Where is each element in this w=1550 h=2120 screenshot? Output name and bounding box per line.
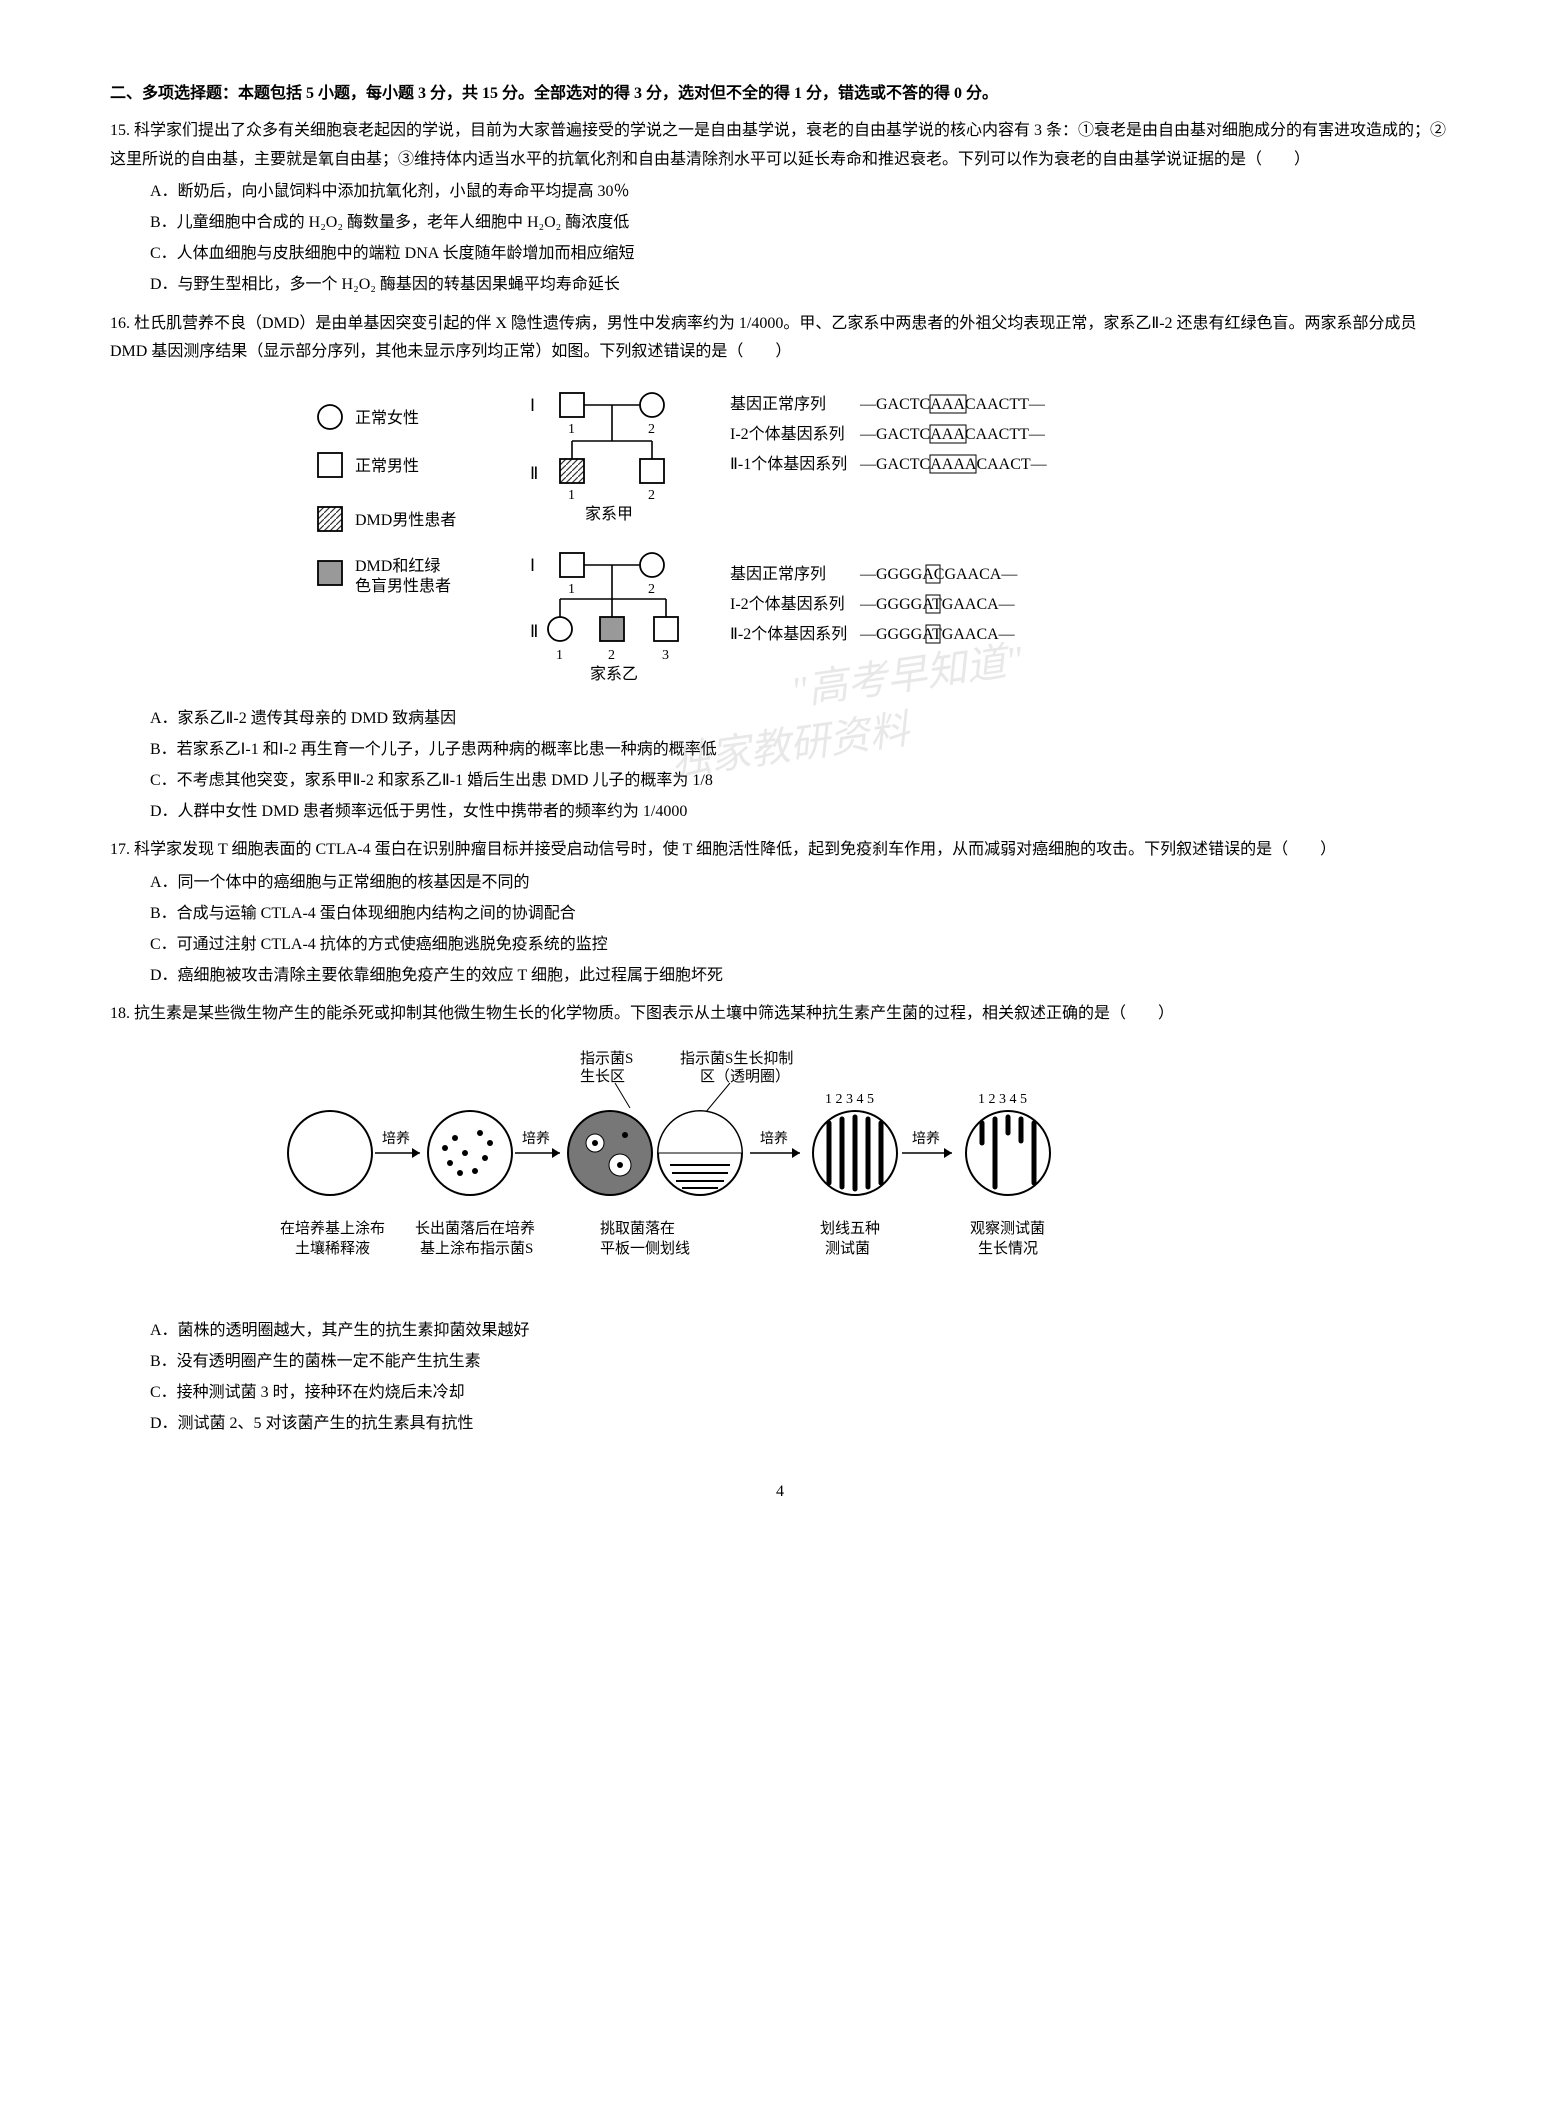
q16-figure: 正常女性 正常男性 DMD男性患者 DMD和红绿 色盲男性患者 Ⅰ 1 2 xyxy=(110,381,1450,691)
seq-b-ii2: —GGGGATGAACA— xyxy=(859,626,1016,643)
svg-text:1: 1 xyxy=(568,422,575,437)
svg-text:1: 1 xyxy=(556,648,563,663)
pedigree-svg: 正常女性 正常男性 DMD男性患者 DMD和红绿 色盲男性患者 Ⅰ 1 2 xyxy=(270,381,1290,691)
seq-a-i2-label: I-2个体基因系列 xyxy=(730,425,845,443)
q15-option-d: D．与野生型相比，多一个 H₂O₂ 酶基因的转基因果蝇平均寿命延长 xyxy=(110,271,1450,300)
top-label-1b: 生长区 xyxy=(580,1068,625,1085)
question-17: 17. 科学家发现 T 细胞表面的 CTLA-4 蛋白在识别肿瘤目标并接受启动信… xyxy=(110,836,1450,990)
q18-option-d: D．测试菌 2、5 对该菌产生的抗生素具有抗性 xyxy=(110,1410,1450,1439)
seq-b-normal: —GGGGACGAACA— xyxy=(859,566,1018,583)
q17-stem: 17. 科学家发现 T 细胞表面的 CTLA-4 蛋白在识别肿瘤目标并接受启动信… xyxy=(110,836,1450,865)
q16-option-d: D．人群中女性 DMD 患者频率远低于男性，女性中携带者的频率约为 1/4000 xyxy=(110,798,1450,827)
q17-option-b: B．合成与运输 CTLA-4 蛋白体现细胞内结构之间的协调配合 xyxy=(110,900,1450,929)
q15-option-b: B．儿童细胞中合成的 H₂O₂ 酶数量多，老年人细胞中 H₂O₂ 酶浓度低 xyxy=(110,209,1450,238)
question-16: 16. 杜氏肌营养不良（DMD）是由单基因突变引起的伴 X 隐性遗传病，男性中发… xyxy=(110,310,1450,827)
q18-option-c: C．接种测试菌 3 时，接种环在灼烧后未冷却 xyxy=(110,1379,1450,1408)
seq-a-i2: —GACTCAAACAACTT— xyxy=(859,426,1046,443)
seq-b-normal-label: 基因正常序列 xyxy=(730,565,826,583)
question-15: 15. 科学家们提出了众多有关细胞衰老起因的学说，目前为大家普遍接受的学说之一是… xyxy=(110,117,1450,300)
seq-a-ii1: —GACTCAAAACAACT— xyxy=(859,456,1048,473)
process-svg: 指示菌S 生长区 指示菌S生长抑制 区（透明圈） 培养 xyxy=(270,1043,1290,1303)
family-b-label: 家系乙 xyxy=(590,665,638,683)
q15-stem: 15. 科学家们提出了众多有关细胞衰老起因的学说，目前为大家普遍接受的学说之一是… xyxy=(110,117,1450,175)
gen2-label-a: Ⅱ xyxy=(530,464,538,483)
cap5b: 生长情况 xyxy=(978,1240,1038,1257)
svg-text:1: 1 xyxy=(568,582,575,597)
q16-option-b: B．若家系乙Ⅰ-1 和Ⅰ-2 再生育一个儿子，儿子患两种病的概率比患一种病的概率… xyxy=(110,736,1450,765)
q18-stem: 18. 抗生素是某些微生物产生的能杀死或抑制其他微生物生长的化学物质。下图表示从… xyxy=(110,1000,1450,1029)
cap3b: 平板一侧划线 xyxy=(600,1239,690,1257)
svg-text:培养: 培养 xyxy=(522,1131,550,1147)
arrow-4: 培养 xyxy=(902,1131,952,1158)
svg-text:1: 1 xyxy=(568,488,575,503)
q17-option-a: A．同一个体中的癌细胞与正常细胞的核基因是不同的 xyxy=(110,869,1450,898)
q16-option-a: A．家系乙Ⅱ-2 遗传其母亲的 DMD 致病基因 xyxy=(110,705,1450,734)
family-a: Ⅰ 1 2 Ⅱ 1 2 家系甲 xyxy=(530,393,664,523)
arrow-3: 培养 xyxy=(750,1131,800,1158)
arrow-1: 培养 xyxy=(375,1131,420,1158)
cap3a: 挑取菌落在 xyxy=(600,1220,675,1237)
q15-option-c: C．人体血细胞与皮肤细胞中的端粒 DNA 长度随年龄增加而相应缩短 xyxy=(110,240,1450,269)
q16-stem: 16. 杜氏肌营养不良（DMD）是由单基因突变引起的伴 X 隐性遗传病，男性中发… xyxy=(110,310,1450,368)
q18-figure: 指示菌S 生长区 指示菌S生长抑制 区（透明圈） 培养 xyxy=(110,1043,1450,1303)
cap4a: 划线五种 xyxy=(820,1220,880,1237)
q18-option-b: B．没有透明圈产生的菌株一定不能产生抗生素 xyxy=(110,1348,1450,1377)
q17-option-d: D．癌细胞被攻击清除主要依靠细胞免疫产生的效应 T 细胞，此过程属于细胞坏死 xyxy=(110,962,1450,991)
family-b: Ⅰ 1 2 Ⅱ 1 2 3 家系乙 xyxy=(530,553,678,683)
svg-text:2: 2 xyxy=(648,488,655,503)
legend-normal-female: 正常女性 xyxy=(355,408,419,427)
seq-b-i2-label: I-2个体基因系列 xyxy=(730,595,845,613)
legend-dmd-cb-male-2: 色盲男性患者 xyxy=(355,577,451,595)
top-label-2b: 区（透明圈） xyxy=(700,1068,790,1085)
svg-text:2: 2 xyxy=(608,648,615,663)
legend: 正常女性 正常男性 DMD男性患者 DMD和红绿 色盲男性患者 xyxy=(318,405,456,595)
legend-dmd-male: DMD男性患者 xyxy=(355,511,456,529)
cap4b: 测试菌 xyxy=(825,1240,870,1257)
seq-a-normal: —GACTCAAACAACTT— xyxy=(859,396,1046,413)
family-a-label: 家系甲 xyxy=(585,505,633,523)
seq-a-normal-label: 基因正常序列 xyxy=(730,395,826,413)
q18-option-a: A．菌株的透明圈越大，其产生的抗生素抑菌效果越好 xyxy=(110,1317,1450,1346)
gen1-label-a: Ⅰ xyxy=(530,396,535,415)
legend-normal-male: 正常男性 xyxy=(355,457,419,475)
legend-dmd-cb-male-1: DMD和红绿 xyxy=(355,557,440,575)
svg-text:3: 3 xyxy=(662,648,669,663)
arrow-2: 培养 xyxy=(515,1131,560,1158)
seq-a-ii1-label: Ⅱ-1个体基因系列 xyxy=(730,455,847,473)
q17-option-c: C．可通过注射 CTLA-4 抗体的方式使癌细胞逃脱免疫系统的监控 xyxy=(110,931,1450,960)
seq-family-a: 基因正常序列 —GACTCAAACAACTT— I-2个体基因系列 —GACTC… xyxy=(730,395,1048,473)
numbers-2: 1 2 3 4 5 xyxy=(978,1092,1027,1107)
seq-family-b: 基因正常序列 —GGGGACGAACA— I-2个体基因系列 —GGGGATGA… xyxy=(730,565,1018,643)
section-header: 二、多项选择题：本题包括 5 小题，每小题 3 分，共 15 分。全部选对的得 … xyxy=(110,80,1450,109)
process-captions: 在培养基上涂布 土壤稀释液 长出菌落后在培养 基上涂布指示菌S 挑取菌落在 平板… xyxy=(280,1219,1045,1257)
cap2a: 长出菌落后在培养 xyxy=(415,1220,535,1237)
seq-b-i2: —GGGGATGAACA— xyxy=(859,596,1016,613)
cap1b: 土壤稀释液 xyxy=(295,1239,370,1257)
page-number: 4 xyxy=(110,1478,1450,1507)
gen2-label-b: Ⅱ xyxy=(530,622,538,641)
cap5a: 观察测试菌 xyxy=(970,1219,1045,1237)
seq-b-ii2-label: Ⅱ-2个体基因系列 xyxy=(730,625,847,643)
svg-text:培养: 培养 xyxy=(382,1131,410,1147)
q15-option-a: A．断奶后，向小鼠饲料中添加抗氧化剂，小鼠的寿命平均提高 30％ xyxy=(110,178,1450,207)
svg-text:2: 2 xyxy=(648,422,655,437)
cap1a: 在培养基上涂布 xyxy=(280,1220,385,1237)
question-18: 18. 抗生素是某些微生物产生的能杀死或抑制其他微生物生长的化学物质。下图表示从… xyxy=(110,1000,1450,1438)
q16-option-c: C．不考虑其他突变，家系甲Ⅱ-2 和家系乙Ⅱ-1 婚后生出患 DMD 儿子的概率… xyxy=(110,767,1450,796)
numbers-1: 1 2 3 4 5 xyxy=(825,1092,874,1107)
cap2b: 基上涂布指示菌S xyxy=(420,1240,533,1257)
top-label-1a: 指示菌S xyxy=(580,1050,633,1067)
svg-text:培养: 培养 xyxy=(912,1131,940,1147)
svg-text:2: 2 xyxy=(648,582,655,597)
gen1-label-b: Ⅰ xyxy=(530,556,535,575)
top-label-2a: 指示菌S生长抑制 xyxy=(680,1050,793,1067)
svg-text:培养: 培养 xyxy=(760,1131,788,1147)
